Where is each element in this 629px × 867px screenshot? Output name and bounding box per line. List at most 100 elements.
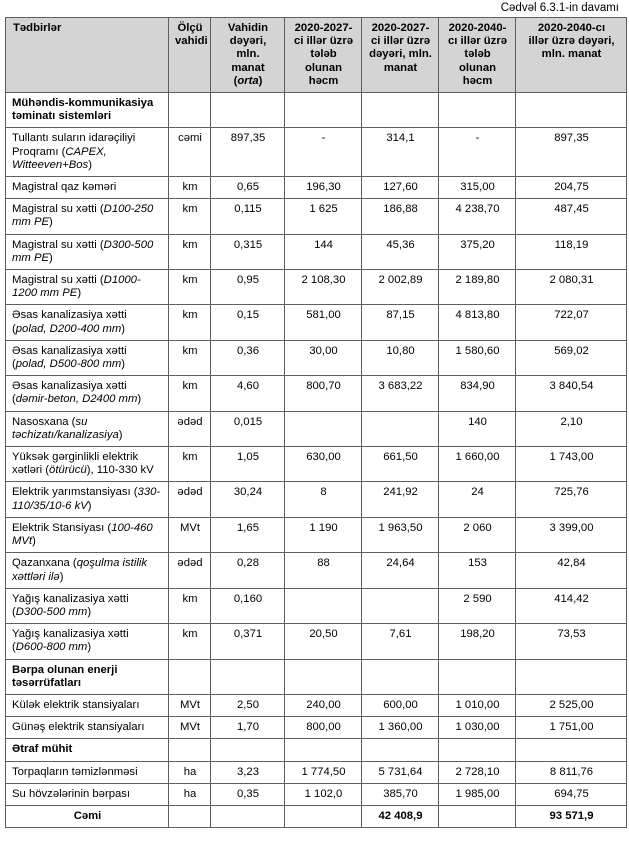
measure-label: Torpaqların təmizlənməsi [5,760,169,784]
table-row: Magistral qaz kəməri km 0,65 196,30 127,60 31… [5,176,627,200]
cost-2040-cell: 487,45 [515,198,627,235]
unit-cell: km [168,233,211,271]
table-row: Yağış kanalizasiya xətti (D600-800 mm) km… [5,623,627,660]
column-header-line: dəyəri, mln. [229,35,267,61]
cost-2027-cell: 45,36 [361,233,439,271]
unit-cell: ha [168,760,211,784]
cost-2040-cell: 722,07 [515,304,627,341]
volume-2040-cell: 1 030,00 [438,716,516,740]
cost-2027-cell: 5 731,64 [361,760,439,784]
unit-cell: km [168,176,211,200]
cost-2027-cell: 1 360,00 [361,716,439,740]
cost-2040-cell: 204,75 [515,176,627,200]
unit-value-cell [210,658,285,695]
cost-2027-cell: 42 408,9 [361,804,439,829]
table-section-row: Bərpa olunan enerji təsərrüfatları [5,658,627,695]
measure-label: Magistral su xətti (D300-500 mm PE) [5,233,169,271]
cost-2040-cell: 694,75 [515,782,627,806]
measures-cost-table: Tədbirlər Ölçü vahidi Vahidin dəyəri, mln. ma… [5,16,627,829]
cost-2027-cell: 7,61 [361,623,439,660]
cost-2027-cell: 2 002,89 [361,269,439,306]
table-row: Su hövzələrinin bərpası ha 0,35 1 102,0 385,… [5,782,627,806]
column-header-line: manat [383,61,418,74]
unit-value-cell: 1,65 [210,516,285,554]
table-caption: Cədvəl 6.3.1-in davamı [500,2,619,14]
unit-value-cell: 0,160 [210,587,285,625]
column-header-line: 2020-2040- [448,22,507,34]
unit-value-cell: 897,35 [210,127,285,178]
volume-2027-cell: 88 [284,552,362,589]
volume-2027-cell: 240,00 [284,693,362,718]
table-row: Torpaqların təmizlənməsi ha 3,23 1 774,50 5 … [5,760,627,784]
unit-cell: km [168,269,211,306]
volume-2040-cell [438,658,516,695]
volume-2027-cell: 20,50 [284,623,362,660]
measure-label: Günəş elektrik stansiyaları [5,716,169,740]
volume-2040-cell: 2 590 [438,587,516,625]
unit-value-cell: 0,015 [210,410,285,448]
column-header-line: cı illər üzrə [447,35,508,48]
column-header-4: 2020-2027- ci illər üzrə dəyəri, mln. manat [361,16,439,94]
volume-2040-cell: 153 [438,552,516,589]
cost-2027-cell: 186,88 [361,198,439,235]
unit-cell: km [168,339,211,377]
unit-cell [168,658,211,695]
measure-label: Əsas kanalizasiya xətti (polad, D500-800… [5,339,169,377]
column-header-line: 2020-2027- [294,22,353,34]
volume-2040-cell [438,92,516,129]
table-row: Qazanxana (qoşulma istilik xəttləri ilə)… [5,552,627,589]
unit-value-cell: 0,36 [210,339,285,377]
cost-2040-cell: 1 743,00 [515,446,627,483]
table-row: Magistral su xətti (D300-500 mm PE) km 0,3… [5,233,627,271]
volume-2040-cell: 198,20 [438,623,516,660]
table-header: Tədbirlər Ölçü vahidi Vahidin dəyəri, mln. ma… [5,16,627,94]
volume-2040-cell [438,804,516,829]
volume-2040-cell: 140 [438,410,516,448]
cost-2040-cell: 2 080,31 [515,269,627,306]
volume-2027-cell: 196,30 [284,176,362,200]
cost-2027-cell: 661,50 [361,446,439,483]
volume-2040-cell: 1 580,60 [438,339,516,377]
volume-2027-cell: 800,00 [284,716,362,740]
column-header-line: manat [231,61,265,74]
column-header-line: dəyəri, mln. [369,48,432,61]
volume-2040-cell: 4 238,70 [438,198,516,235]
measure-label: Külək elektrik stansiyaları [5,693,169,718]
cost-2040-cell: 725,76 [515,481,627,518]
measure-label: Cəmi [5,804,169,829]
cost-2027-cell: 1 963,50 [361,516,439,554]
unit-cell: ədəd [168,481,211,518]
unit-cell: km [168,623,211,660]
table-row: Günəş elektrik stansiyaları MVt 1,70 800,00… [5,716,627,740]
measure-label: Əsas kanalizasiya xətti (polad, D200-400… [5,304,169,341]
unit-value-cell: 30,24 [210,481,285,518]
volume-2027-cell: 8 [284,481,362,518]
cost-2027-cell: 241,92 [361,481,439,518]
volume-2040-cell: 1 985,00 [438,782,516,806]
volume-2040-cell: 375,20 [438,233,516,271]
unit-value-cell [210,804,285,829]
volume-2040-cell: 1 660,00 [438,446,516,483]
table-row: Elektrik Stansiyası (100-460 MVt) MVt 1,65… [5,516,627,554]
volume-2040-cell [438,738,516,762]
volume-2040-cell: - [438,127,516,178]
cost-2040-cell: 414,42 [515,587,627,625]
unit-value-cell: 3,23 [210,760,285,784]
unit-cell: km [168,446,211,483]
unit-value-cell: 0,35 [210,782,285,806]
unit-value-cell: 1,70 [210,716,285,740]
volume-2027-cell [284,92,362,129]
volume-2027-cell [284,738,362,762]
volume-2040-cell: 24 [438,481,516,518]
cost-2027-cell [361,92,439,129]
cost-2027-cell: 3 683,22 [361,375,439,412]
table-header-row: Tədbirlər Ölçü vahidi Vahidin dəyəri, mln. ma… [5,16,627,94]
volume-2040-cell: 1 010,00 [438,693,516,718]
cost-2040-cell: 1 751,00 [515,716,627,740]
cost-2027-cell: 127,60 [361,176,439,200]
measure-label: Yüksək gərginlikli elektrik xətləri (ötü… [5,446,169,483]
unit-cell [168,804,211,829]
column-header-0: Tədbirlər [5,16,169,94]
volume-2027-cell: 30,00 [284,339,362,377]
cost-2040-cell [515,92,627,129]
